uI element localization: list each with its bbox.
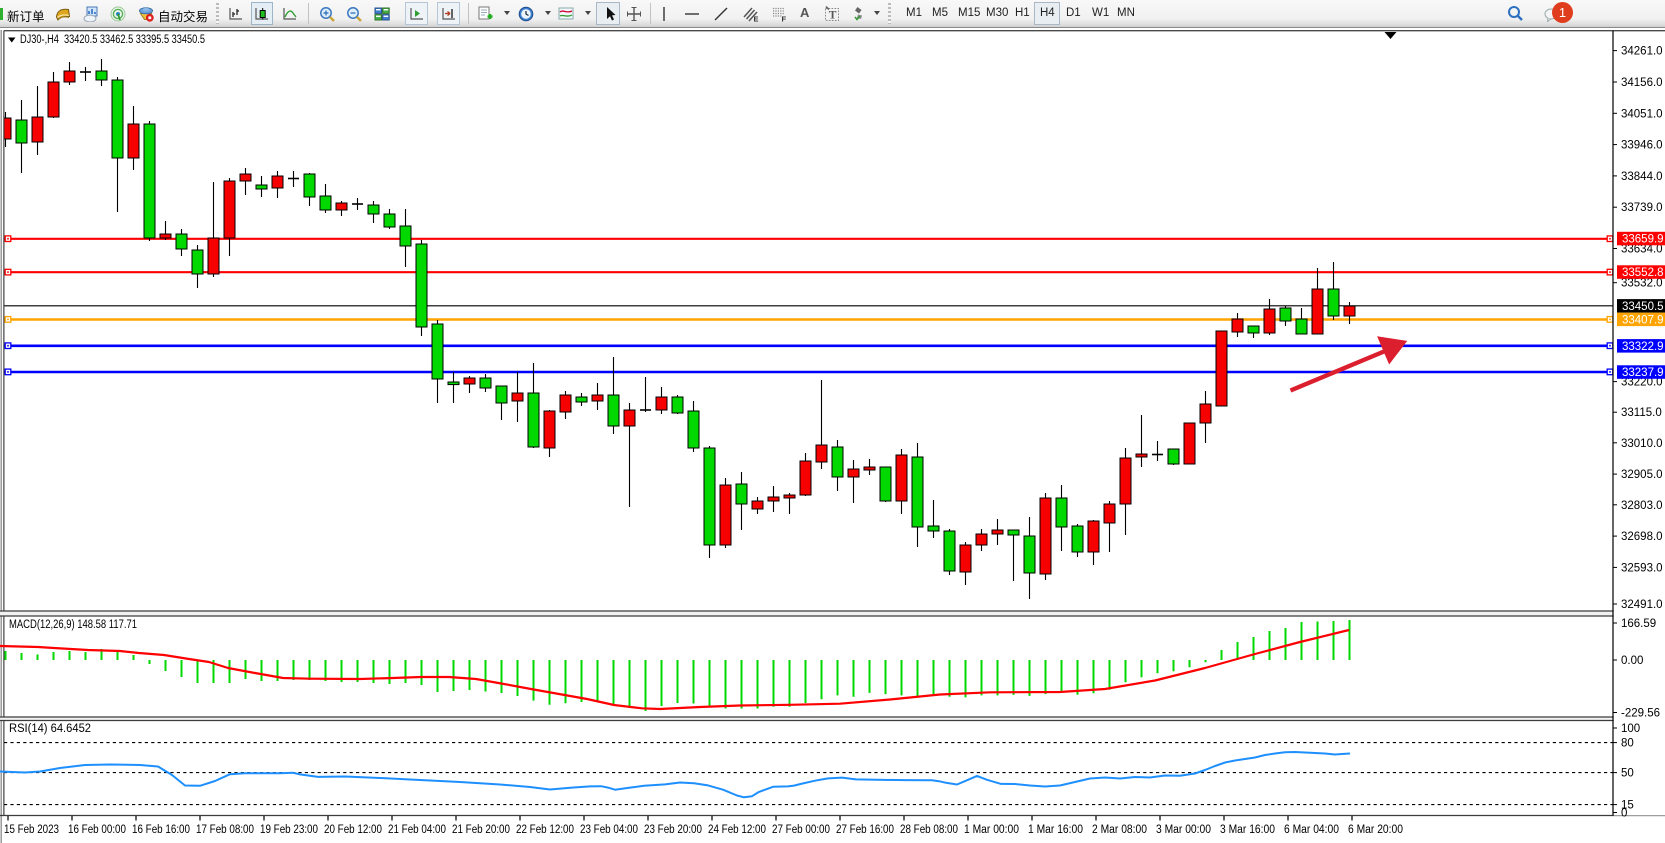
svg-text:32803.0: 32803.0 [1621,500,1663,512]
svg-text:34051.0: 34051.0 [1621,108,1663,120]
svg-text:RSI(14) 64.6452: RSI(14) 64.6452 [9,723,91,735]
svg-text:33634.0: 33634.0 [1621,244,1663,256]
svg-text:MACD(12,26,9) 148.58 117.71: MACD(12,26,9) 148.58 117.71 [9,619,137,631]
svg-text:34261.0: 34261.0 [1621,46,1663,58]
svg-text:3 Mar 16:00: 3 Mar 16:00 [1220,824,1275,836]
svg-text:33220.0: 33220.0 [1621,377,1663,389]
svg-text:32491.0: 32491.0 [1621,599,1663,611]
svg-text:DJ30-,H4 33420.5 33462.5 3339: DJ30-,H4 33420.5 33462.5 33395.5 33450.5 [20,34,205,46]
svg-text:33946.0: 33946.0 [1621,140,1663,152]
svg-text:0: 0 [1621,808,1627,820]
svg-text:33237.9: 33237.9 [1622,367,1664,379]
svg-text:17 Feb 08:00: 17 Feb 08:00 [196,824,254,836]
svg-text:23 Feb 04:00: 23 Feb 04:00 [580,824,638,836]
svg-text:E: E [754,15,759,23]
svg-text:33552.8: 33552.8 [1622,267,1664,279]
svg-text:33450.5: 33450.5 [1622,301,1664,313]
svg-text:32698.0: 32698.0 [1621,531,1663,543]
svg-text:T: T [829,10,837,22]
svg-text:33115.0: 33115.0 [1621,407,1662,419]
svg-text:1 Mar 16:00: 1 Mar 16:00 [1028,824,1083,836]
svg-text:80: 80 [1621,738,1634,750]
svg-text:33659.9: 33659.9 [1622,234,1664,246]
svg-text:15: 15 [1621,800,1634,812]
svg-text:21 Feb 04:00: 21 Feb 04:00 [388,824,446,836]
svg-text:20 Feb 12:00: 20 Feb 12:00 [324,824,382,836]
svg-text:33407.9: 33407.9 [1622,315,1664,327]
svg-text:33532.0: 33532.0 [1621,278,1663,290]
svg-text:24 Feb 12:00: 24 Feb 12:00 [708,824,766,836]
svg-text:166.59: 166.59 [1621,618,1656,630]
svg-text:34156.0: 34156.0 [1621,77,1663,89]
svg-text:6 Mar 04:00: 6 Mar 04:00 [1284,824,1339,836]
svg-text:27 Feb 16:00: 27 Feb 16:00 [836,824,894,836]
svg-text:100: 100 [1621,723,1640,735]
svg-text:1 Mar 00:00: 1 Mar 00:00 [964,824,1019,836]
svg-text:33322.9: 33322.9 [1622,341,1664,353]
svg-text:21 Feb 20:00: 21 Feb 20:00 [452,824,510,836]
svg-text:2 Mar 08:00: 2 Mar 08:00 [1092,824,1147,836]
svg-text:16 Feb 16:00: 16 Feb 16:00 [132,824,190,836]
svg-text:-229.56: -229.56 [1621,708,1660,720]
svg-text:28 Feb 08:00: 28 Feb 08:00 [900,824,958,836]
svg-text:50: 50 [1621,768,1634,780]
svg-text:33844.0: 33844.0 [1621,171,1663,183]
svg-text:6 Mar 20:00: 6 Mar 20:00 [1348,824,1403,836]
svg-text:23 Feb 20:00: 23 Feb 20:00 [644,824,702,836]
svg-text:33010.0: 33010.0 [1621,438,1663,450]
svg-text:19 Feb 23:00: 19 Feb 23:00 [260,824,318,836]
svg-text:27 Feb 00:00: 27 Feb 00:00 [772,824,830,836]
svg-text:16 Feb 00:00: 16 Feb 00:00 [68,824,126,836]
svg-text:33739.0: 33739.0 [1621,202,1663,214]
svg-text:15 Feb 2023: 15 Feb 2023 [4,824,59,836]
svg-text:3 Mar 00:00: 3 Mar 00:00 [1156,824,1211,836]
svg-text:22 Feb 12:00: 22 Feb 12:00 [516,824,574,836]
svg-text:F: F [782,15,787,23]
svg-text:0.00: 0.00 [1621,655,1643,667]
svg-text:32905.0: 32905.0 [1621,469,1663,481]
svg-text:32593.0: 32593.0 [1621,562,1663,574]
